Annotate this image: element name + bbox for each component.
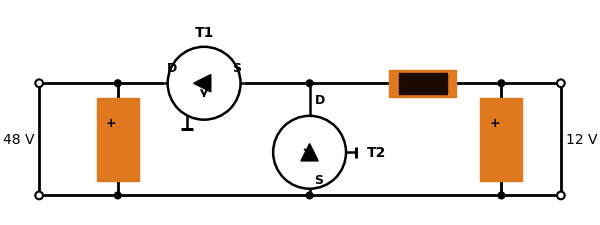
Circle shape xyxy=(35,80,43,88)
Circle shape xyxy=(557,192,565,199)
Ellipse shape xyxy=(167,47,241,120)
Polygon shape xyxy=(194,75,211,92)
Circle shape xyxy=(498,192,505,199)
Bar xyxy=(480,98,523,181)
Circle shape xyxy=(557,80,565,88)
Text: D: D xyxy=(314,93,325,106)
Text: S: S xyxy=(314,173,323,186)
Circle shape xyxy=(115,81,121,87)
Circle shape xyxy=(115,192,121,199)
Circle shape xyxy=(35,192,43,199)
Circle shape xyxy=(306,192,313,199)
Text: 48 V: 48 V xyxy=(3,133,34,147)
Circle shape xyxy=(498,81,505,87)
Ellipse shape xyxy=(273,116,346,189)
Text: +: + xyxy=(106,116,116,129)
Text: T2: T2 xyxy=(367,146,386,160)
Polygon shape xyxy=(301,144,318,161)
Text: D: D xyxy=(167,61,177,74)
Text: S: S xyxy=(232,61,241,74)
Bar xyxy=(389,70,457,97)
Bar xyxy=(399,73,447,94)
Text: +: + xyxy=(490,116,500,129)
Circle shape xyxy=(306,81,313,87)
Text: 12 V: 12 V xyxy=(566,133,597,147)
Bar xyxy=(97,98,139,181)
Text: T1: T1 xyxy=(194,26,214,40)
